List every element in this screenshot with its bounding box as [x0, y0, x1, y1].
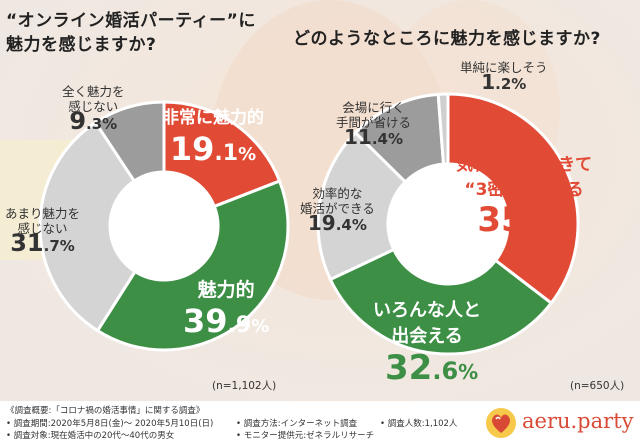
right-sample-size: (n=650人): [570, 380, 625, 392]
label-not-at-all: 全く魅力を 感じない 9.3%: [62, 84, 125, 135]
pie-slice-1: [328, 247, 554, 356]
survey-period: • 調査期間:2020年5月8日(金)〜 2020年5月10日(日): [6, 419, 214, 429]
label-fun: 単純に楽しそう 1.2%: [460, 60, 548, 94]
pie-slice-2: [316, 130, 408, 282]
brand-name: aeru.party: [522, 409, 634, 433]
left-sample-size: (n=1,102人): [212, 380, 277, 392]
brand-logo-icon: [486, 408, 516, 438]
survey-summary: 《調査概要:「コロナ禍の婚活事情」に関する調査》: [6, 406, 205, 416]
label-very-attractive: 非常に魅力的 19.1%: [162, 108, 264, 168]
pie-slice-4: [436, 92, 450, 166]
survey-count: • 調査人数:1,102人: [380, 419, 458, 429]
right-title: どのようなところに魅力を感じますか?: [293, 29, 601, 49]
survey-method: • 調査方法:インターネット調査: [236, 419, 358, 429]
pie-center-hole: [389, 165, 507, 283]
pie-chart-left: [38, 100, 290, 352]
survey-target: • 調査対象:現在婚活中の20代〜40代の男女: [6, 431, 175, 441]
left-title-line1: “オンライン婚活パーティー”に: [6, 11, 256, 31]
label-venue: 会場に行く 手間が省ける 11.4%: [336, 100, 412, 149]
pie-chart-right: [316, 92, 580, 356]
label-meet: いろんな人と 出会える: [373, 300, 481, 347]
label-not-much: あまり魅力を 感じない 31.7%: [5, 206, 81, 257]
label-meet-value: 32.6%: [385, 348, 479, 388]
pie-slice-3: [93, 100, 166, 184]
pie-slice-2: [38, 120, 138, 333]
pie-slice-0: [162, 100, 282, 209]
footer: 《調査概要:「コロナ禍の婚活事情」に関する調査》 • 調査期間:2020年5月8…: [0, 401, 640, 443]
survey-provider: • モニター提供元:ゼネラルリサーチ: [236, 431, 375, 441]
label-attractive: 魅力的 39.9%: [183, 279, 270, 340]
left-title-line2: 魅力を感じますか?: [6, 35, 157, 55]
label-efficient: 効率的な 婚活ができる 19.4%: [300, 186, 375, 235]
pie-slice-0: [446, 92, 580, 306]
label-easy: 気軽に参加できて “3密”も防げる 35.4%: [456, 155, 592, 240]
pie-center-hole: [111, 173, 217, 279]
pie-slice-1: [95, 179, 290, 352]
